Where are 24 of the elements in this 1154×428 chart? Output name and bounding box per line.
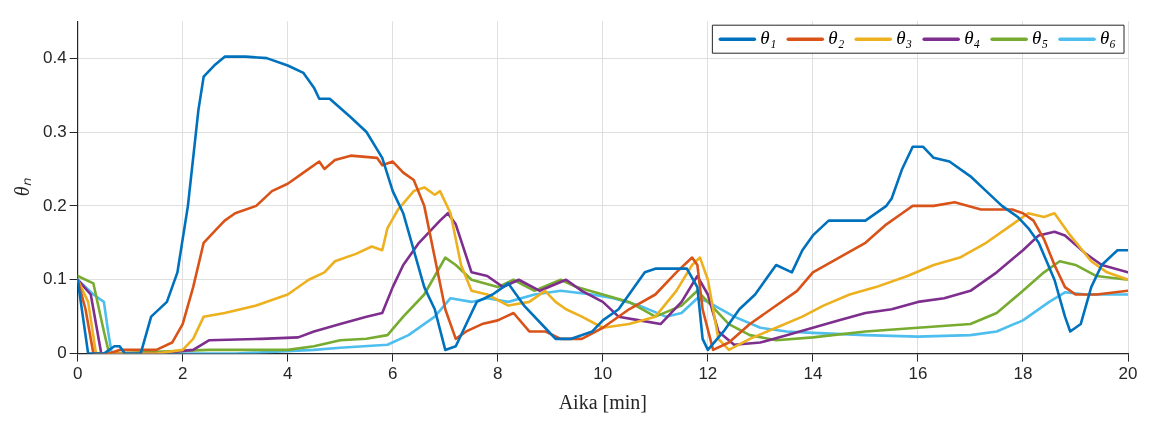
x-tick-label: 18 <box>1013 364 1033 384</box>
legend-label: θ₆ <box>1100 27 1117 49</box>
y-axis-title: θₙ <box>11 178 34 197</box>
x-tick-label: 10 <box>593 364 613 384</box>
x-axis-title: Aika [min] <box>558 391 647 414</box>
x-tick-label: 8 <box>493 364 503 384</box>
legend-label: θ₅ <box>1032 27 1049 49</box>
legend-label: θ₄ <box>964 27 981 49</box>
y-tick-label: 0 <box>57 343 67 363</box>
legend-label: θ₁ <box>760 27 777 49</box>
y-tick-label: 0.2 <box>42 195 67 215</box>
x-tick-label: 14 <box>803 364 823 384</box>
legend-label: θ₂ <box>828 27 845 49</box>
y-tick-label: 0.4 <box>42 47 67 67</box>
y-tick-label: 0.3 <box>42 121 67 141</box>
x-tick-label: 6 <box>388 364 398 384</box>
x-tick-label: 4 <box>282 364 293 384</box>
x-tick-label: 12 <box>698 364 718 384</box>
y-tick-label: 0.1 <box>42 269 67 289</box>
x-tick-label: 16 <box>908 364 928 384</box>
x-tick-label: 20 <box>1118 364 1138 384</box>
x-tick-label: 0 <box>72 364 83 384</box>
legend-label: θ₃ <box>896 27 913 49</box>
x-tick-label: 2 <box>177 364 188 384</box>
